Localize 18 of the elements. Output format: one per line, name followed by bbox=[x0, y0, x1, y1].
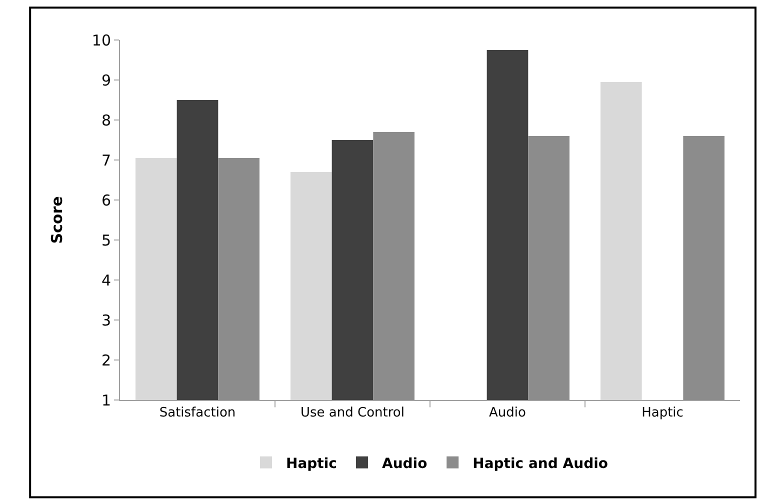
y-tick-label: 6 bbox=[101, 191, 111, 210]
y-tick-label: 10 bbox=[92, 31, 111, 50]
y-tick-label: 2 bbox=[101, 351, 111, 370]
y-axis-title: Score bbox=[48, 196, 66, 244]
x-tick-label: Use and Control bbox=[300, 406, 404, 421]
y-tick-label: 1 bbox=[101, 391, 111, 410]
legend-label: Haptic bbox=[286, 456, 337, 472]
y-tick-label: 7 bbox=[101, 151, 111, 170]
y-tick-label: 3 bbox=[101, 311, 111, 330]
y-tick-label: 5 bbox=[101, 231, 111, 250]
x-tick-label: Satisfaction bbox=[159, 406, 236, 421]
y-tick-label: 8 bbox=[101, 111, 111, 130]
legend-label: Audio bbox=[382, 456, 428, 472]
y-tick-label: 9 bbox=[101, 71, 111, 90]
x-tick-label: Haptic bbox=[642, 406, 684, 421]
x-tick-label: Audio bbox=[489, 406, 526, 421]
y-tick-label: 4 bbox=[101, 271, 111, 290]
legend-label: Haptic and Audio bbox=[472, 456, 608, 472]
